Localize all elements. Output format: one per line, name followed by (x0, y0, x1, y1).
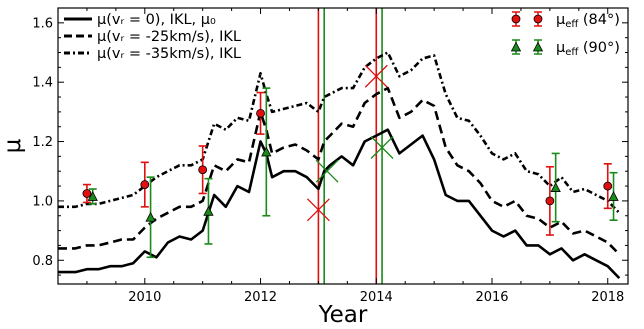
errorbar-marker-circle (198, 165, 208, 175)
errorbar-marker-circle (140, 180, 150, 189)
x-marker-stroke-b (364, 64, 388, 88)
x-tick-label: 2018 (591, 290, 624, 305)
x-tick-label: 2014 (360, 290, 393, 305)
legend-label-dashdot: μ(vᵣ = -35km/s), IKL (97, 46, 241, 62)
errorbar-84-1 (140, 161, 150, 208)
x-marker-3 (370, 136, 394, 159)
errorbar-90-5 (608, 171, 619, 221)
plot-frame (57, 7, 629, 285)
y-tick-label: 1.2 (32, 135, 53, 150)
legend-label-90: μeff (90°) (556, 40, 620, 58)
legend-label-solid: μ(vᵣ = 0), IKL, μ₀ (97, 12, 216, 28)
y-tick-label: 1.0 (32, 194, 53, 209)
errorbar-marker-triangle (87, 191, 98, 201)
x-marker-2 (364, 64, 388, 88)
errorbar-84-0 (82, 183, 92, 204)
x-tick-label: 2010 (128, 290, 161, 305)
x-axis-title: Year (318, 302, 368, 328)
series-line-dashdot (58, 51, 621, 214)
errorbar-84-3 (256, 91, 265, 135)
errorbar-marker-triangle (203, 205, 214, 216)
errorbar-90-3 (261, 87, 272, 217)
series-line-solid (58, 128, 621, 280)
errorbar-90-1 (145, 176, 156, 259)
errorbar-marker-circle (545, 196, 555, 206)
errorbar-marker-triangle (550, 182, 561, 192)
y-axis-title: μ (0, 138, 26, 153)
x-marker-stroke-b (370, 136, 394, 159)
legend-swatch-90 (510, 39, 544, 55)
legend-label-dashed: μ(vᵣ = -25km/s), IKL (97, 29, 241, 45)
x-tick-label: 2012 (244, 290, 277, 305)
x-tick-label: 2016 (475, 290, 508, 305)
plot-area (58, 8, 621, 284)
errorbar-marker-triangle (145, 211, 156, 222)
errorbar-84-5 (603, 163, 613, 210)
errorbar-90-0 (87, 188, 98, 205)
legend-left: μ(vᵣ = 0), IKL, μ₀ μ(vᵣ = -25km/s), IKL … (64, 12, 241, 62)
errorbar-marker-circle (603, 181, 613, 191)
x-marker-0 (306, 198, 330, 222)
series-line-dashed (58, 86, 621, 256)
errorbar-marker-triangle (261, 146, 272, 157)
errorbar-90-4 (550, 152, 561, 223)
y-tick-label: 1.6 (32, 16, 53, 31)
errorbar-marker-circle (256, 108, 265, 118)
y-tick-label: 1.4 (32, 76, 53, 91)
x-marker-1 (315, 159, 339, 183)
errorbar-84-4 (545, 165, 555, 236)
errorbar-marker-circle (82, 189, 92, 198)
legend-right: μeff (84°) μeff (90°) (510, 11, 620, 58)
axes: 2010 2012 2014 2016 2018 0.8 1.0 1.2 1.4 1.6 (32, 7, 629, 305)
legend-swatch-84 (511, 11, 543, 27)
y-tick-label: 0.8 (32, 254, 53, 269)
errorbar-90-2 (203, 177, 214, 245)
errorbar-84-2 (198, 145, 208, 195)
x-marker-stroke-b (306, 198, 330, 222)
plot-clip-group (58, 8, 621, 284)
errorbar-marker-triangle (608, 191, 619, 201)
x-marker-stroke-b (315, 159, 339, 183)
legend-label-84: μeff (84°) (556, 12, 620, 30)
